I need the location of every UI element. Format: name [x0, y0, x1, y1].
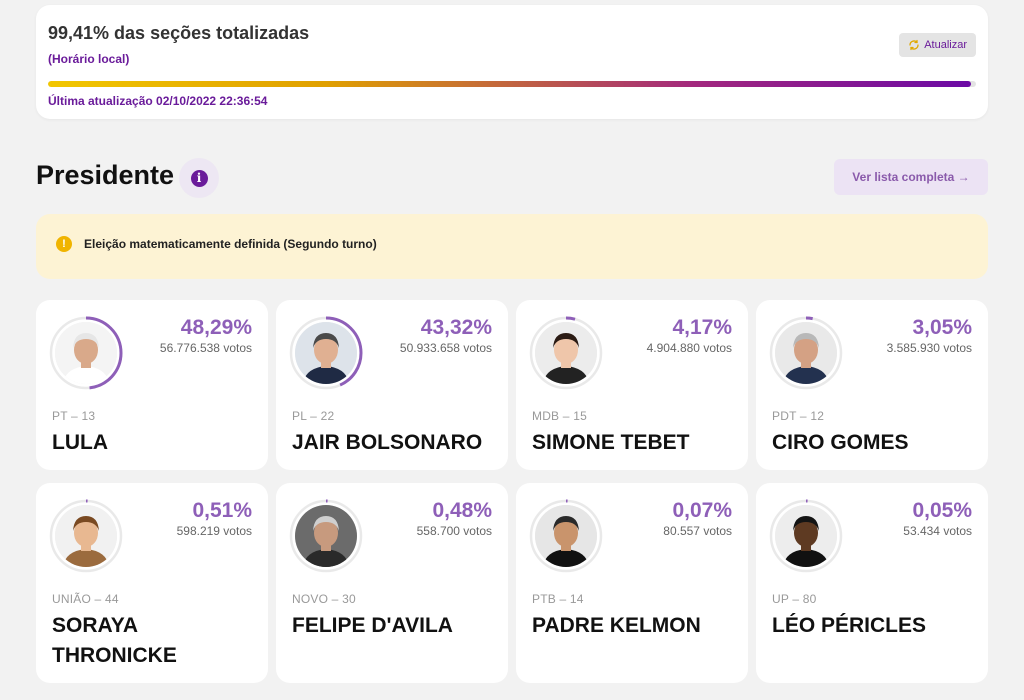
candidate-name: SORAYA THRONICKE	[52, 614, 177, 667]
vote-share-ring	[769, 499, 843, 573]
candidate-card[interactable]: 0,48% 558.700 votos NOVO – 30 FELIPE D'A…	[276, 483, 508, 683]
party-number: PDT – 12	[772, 409, 825, 423]
vote-count: 3.585.930 votos	[886, 341, 972, 355]
section-title: Presidente	[36, 160, 175, 190]
info-icon: i	[190, 169, 208, 187]
party-number: UP – 80	[772, 592, 817, 606]
party-number: NOVO – 30	[292, 592, 356, 606]
vote-count: 50.933.658 votos	[399, 341, 492, 355]
party-number: PT – 13	[52, 409, 96, 423]
candidate-name: SIMONE TEBET	[532, 431, 690, 454]
avatar	[55, 505, 117, 567]
candidate-photo	[768, 498, 844, 574]
candidate-photo	[48, 498, 124, 574]
vote-share-ring	[49, 316, 123, 390]
avatar	[775, 505, 837, 567]
vote-share-ring	[289, 316, 363, 390]
vote-count: 80.557 votos	[663, 524, 732, 538]
candidate-name: PADRE KELMON	[532, 614, 701, 637]
totalization-progress-bar	[48, 81, 976, 87]
vote-percentage: 3,05%	[912, 316, 972, 339]
vote-percentage: 43,32%	[420, 316, 492, 339]
candidate-card[interactable]: 4,17% 4.904.880 votos MDB – 15 SIMONE TE…	[516, 300, 748, 470]
totalization-title: 99,41% das seções totalizadas	[48, 23, 310, 43]
totalization-status-card: 99,41% das seções totalizadas (Horário l…	[36, 5, 988, 119]
vote-percentage: 0,05%	[912, 499, 972, 522]
alert-message: Eleição matematicamente definida (Segund…	[84, 237, 377, 251]
vote-share-ring	[289, 499, 363, 573]
refresh-icon	[909, 39, 919, 51]
vote-percentage: 48,29%	[180, 316, 252, 339]
vote-percentage: 0,51%	[192, 499, 252, 522]
candidate-name: CIRO GOMES	[772, 431, 909, 454]
avatar	[535, 322, 597, 384]
candidates-grid: 48,29% 56.776.538 votos PT – 13 LULA 43,…	[36, 300, 988, 683]
party-number: PL – 22	[292, 409, 335, 423]
election-defined-alert: ! Eleição matematicamente definida (Segu…	[36, 214, 988, 279]
candidate-photo	[768, 315, 844, 391]
vote-count: 598.219 votos	[176, 524, 252, 538]
candidate-card[interactable]: 48,29% 56.776.538 votos PT – 13 LULA	[36, 300, 268, 470]
party-number: PTB – 14	[532, 592, 584, 606]
avatar	[55, 322, 117, 384]
totalization-progress-fill	[48, 81, 971, 87]
candidate-card[interactable]: 0,07% 80.557 votos PTB – 14 PADRE KELMON	[516, 483, 748, 683]
vote-share-ring	[529, 499, 603, 573]
refresh-button-label: Atualizar	[924, 39, 967, 51]
last-update-timestamp: Última atualização 02/10/2022 22:36:54	[48, 94, 268, 108]
vote-count: 53.434 votos	[903, 524, 972, 538]
candidate-card[interactable]: 0,05% 53.434 votos UP – 80 LÉO PÉRICLES	[756, 483, 988, 683]
avatar	[295, 505, 357, 567]
local-time-label: (Horário local)	[48, 52, 130, 66]
candidate-name: JAIR BOLSONARO	[292, 431, 483, 454]
candidate-photo	[288, 498, 364, 574]
candidate-name: LULA	[52, 431, 108, 454]
info-button[interactable]: i	[179, 158, 219, 198]
candidate-name: LÉO PÉRICLES	[772, 614, 927, 637]
candidate-photo	[528, 315, 604, 391]
avatar	[775, 322, 837, 384]
view-full-list-button[interactable]: Ver lista completa →	[834, 159, 988, 195]
candidate-name: FELIPE D'AVILA	[292, 614, 453, 637]
vote-count: 558.700 votos	[416, 524, 492, 538]
candidate-photo	[48, 315, 124, 391]
candidate-photo	[288, 315, 364, 391]
vote-share-ring	[769, 316, 843, 390]
vote-percentage: 0,48%	[432, 499, 492, 522]
vote-percentage: 4,17%	[672, 316, 732, 339]
warning-icon: !	[56, 236, 72, 252]
vote-share-ring	[49, 499, 123, 573]
candidate-photo	[528, 498, 604, 574]
vote-share-ring	[529, 316, 603, 390]
candidate-card[interactable]: 0,51% 598.219 votos UNIÃO – 44 SORAYA TH…	[36, 483, 268, 683]
vote-percentage: 0,07%	[672, 499, 732, 522]
party-number: MDB – 15	[532, 409, 587, 423]
party-number: UNIÃO – 44	[52, 592, 119, 606]
vote-count: 4.904.880 votos	[646, 341, 732, 355]
avatar	[535, 505, 597, 567]
avatar	[295, 322, 357, 384]
candidate-card[interactable]: 3,05% 3.585.930 votos PDT – 12 CIRO GOME…	[756, 300, 988, 470]
candidate-card[interactable]: 43,32% 50.933.658 votos PL – 22 JAIR BOL…	[276, 300, 508, 470]
refresh-button[interactable]: Atualizar	[899, 33, 976, 57]
vote-count: 56.776.538 votos	[159, 341, 252, 355]
